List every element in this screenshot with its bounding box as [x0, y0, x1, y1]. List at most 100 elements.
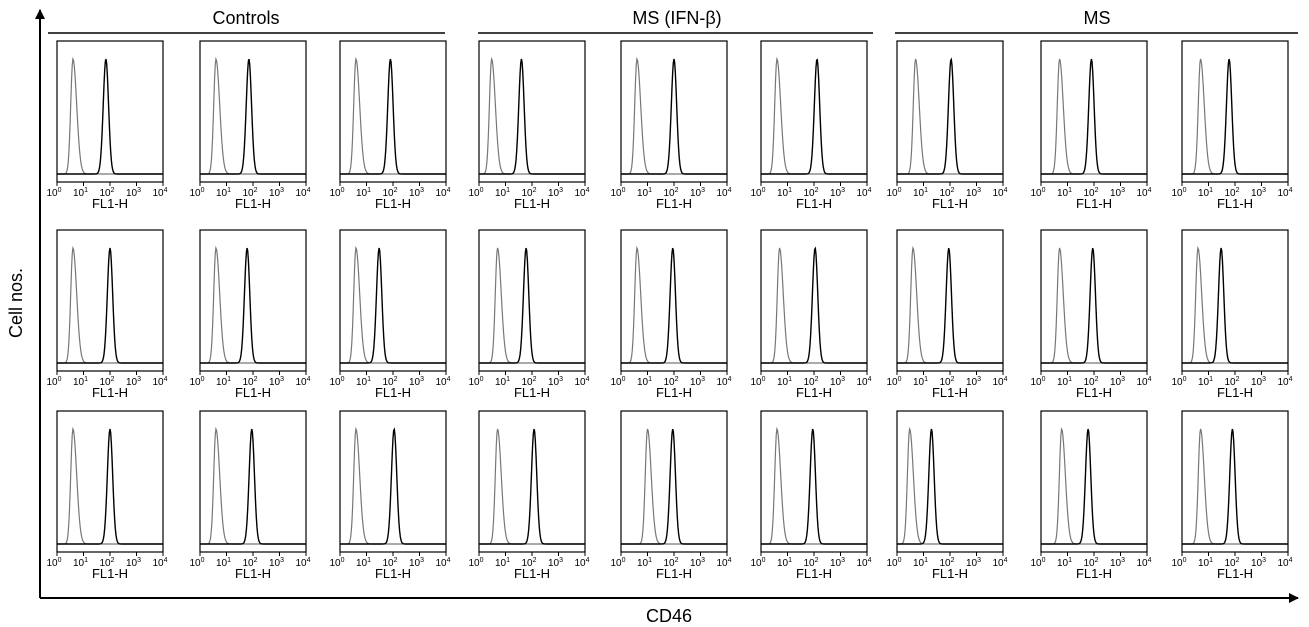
- cd46-histogram: [479, 58, 585, 175]
- x-tick-exponent: 2: [394, 187, 398, 194]
- x-tick-exponent: 0: [1042, 376, 1046, 383]
- x-tick-exponent: 1: [1068, 376, 1072, 383]
- cd46-histogram: [340, 58, 446, 175]
- x-tick-exponent: 0: [762, 557, 766, 564]
- group-label-ms-ifn: MS (IFN-β): [632, 8, 721, 28]
- panel-xlabel: FL1-H: [932, 566, 968, 581]
- x-tick-label: 100: [189, 187, 204, 199]
- x-tick-label: 101: [1057, 376, 1072, 388]
- x-tick-exponent: 2: [1236, 376, 1240, 383]
- x-tick-exponent: 1: [227, 187, 231, 194]
- x-tick-label: 103: [966, 376, 981, 388]
- x-tick-label: 104: [1136, 376, 1151, 388]
- histogram-panel: 100 101 1 0 2 103 104 FL1-H: [1030, 229, 1152, 400]
- x-tick-exponent: 4: [1148, 187, 1152, 194]
- x-tick-exponent: 0: [201, 376, 205, 383]
- panel-xlabel: FL1-H: [235, 566, 271, 581]
- cd46-histogram: [897, 247, 1003, 364]
- panel-xlabel: FL1-H: [796, 196, 832, 211]
- histogram-panel: 100 101 1 0 2 103 104 FL1-H: [1171, 229, 1293, 400]
- x-tick-label: 100: [750, 187, 765, 199]
- x-tick-label: 104: [152, 376, 167, 388]
- x-tick-label: 100: [610, 376, 625, 388]
- panel-xlabel: FL1-H: [92, 196, 128, 211]
- x-tick-label: 103: [126, 187, 141, 199]
- x-tick-exponent: 1: [1068, 187, 1072, 194]
- isotype-histogram: [57, 56, 163, 175]
- cd46-histogram: [479, 247, 585, 364]
- x-tick-exponent: 3: [137, 557, 141, 564]
- x-tick-label: 101: [1198, 557, 1213, 569]
- x-tick-exponent: 3: [841, 376, 845, 383]
- x-tick-label: 100: [610, 187, 625, 199]
- x-tick-exponent: 2: [533, 187, 537, 194]
- histogram-panel: 100 101 1 0 2 103 104 FL1-H: [1030, 410, 1152, 581]
- x-tick-label: 103: [830, 376, 845, 388]
- x-tick-label: 103: [126, 376, 141, 388]
- histogram-panel: 100 101 1 0 2 103 104 FL1-H: [46, 410, 168, 581]
- x-tick-exponent: 4: [868, 187, 872, 194]
- cd46-histogram: [761, 246, 867, 364]
- x-tick-label: 104: [1277, 376, 1292, 388]
- x-tick-exponent: 0: [898, 557, 902, 564]
- cd46-histogram: [57, 428, 163, 545]
- x-tick-label: 103: [690, 187, 705, 199]
- cd46-histogram: [57, 58, 163, 175]
- x-tick-exponent: 1: [84, 376, 88, 383]
- x-tick-label: 101: [216, 376, 231, 388]
- x-tick-label: 104: [295, 376, 310, 388]
- x-tick-exponent: 3: [137, 187, 141, 194]
- histogram-panel: 100 101 1 0 2 103 104 FL1-H: [189, 410, 311, 581]
- x-tick-exponent: 2: [951, 557, 955, 564]
- x-tick-exponent: 2: [815, 557, 819, 564]
- x-tick-exponent: 4: [447, 376, 451, 383]
- x-tick-label: 101: [1198, 376, 1213, 388]
- x-tick-exponent: 2: [951, 187, 955, 194]
- x-tick-exponent: 1: [84, 187, 88, 194]
- x-tick-exponent: 1: [648, 557, 652, 564]
- x-tick-exponent: 2: [254, 376, 258, 383]
- x-tick-exponent: 3: [1121, 187, 1125, 194]
- histogram-panel: 100 101 1 0 2 103 104 FL1-H: [610, 410, 732, 581]
- x-tick-exponent: 1: [788, 187, 792, 194]
- x-tick-label: 103: [690, 557, 705, 569]
- panel-xlabel: FL1-H: [1217, 566, 1253, 581]
- x-tick-exponent: 0: [341, 187, 345, 194]
- x-tick-exponent: 1: [367, 376, 371, 383]
- panel-xlabel: FL1-H: [796, 566, 832, 581]
- x-tick-exponent: 3: [420, 376, 424, 383]
- cd46-histogram: [340, 247, 446, 364]
- x-tick-label: 104: [1277, 187, 1292, 199]
- x-tick-exponent: 0: [58, 376, 62, 383]
- x-tick-label: 100: [1171, 557, 1186, 569]
- histogram-panel: 100 101 1 0 2 103 104 FL1-H: [189, 229, 311, 400]
- cd46-histogram: [57, 247, 163, 364]
- group-headers: Controls MS (IFN-β) MS: [48, 8, 1298, 34]
- x-tick-label: 104: [1136, 557, 1151, 569]
- x-tick-label: 100: [886, 187, 901, 199]
- x-tick-exponent: 3: [1262, 187, 1266, 194]
- x-tick-label: 103: [830, 557, 845, 569]
- x-tick-label: 101: [777, 376, 792, 388]
- x-tick-exponent: 0: [58, 557, 62, 564]
- x-tick-exponent: 3: [1121, 557, 1125, 564]
- panel-xlabel: FL1-H: [1076, 385, 1112, 400]
- x-tick-exponent: 4: [1004, 376, 1008, 383]
- histogram-panel: 100 101 1 0 2 103 104 FL1-H: [886, 40, 1008, 211]
- x-tick-exponent: 0: [480, 187, 484, 194]
- x-tick-label: 104: [574, 557, 589, 569]
- panel-xlabel: FL1-H: [92, 566, 128, 581]
- x-tick-exponent: 4: [307, 187, 311, 194]
- x-tick-exponent: 2: [815, 376, 819, 383]
- x-tick-label: 100: [886, 557, 901, 569]
- x-tick-exponent: 0: [898, 187, 902, 194]
- x-tick-label: 101: [495, 376, 510, 388]
- x-tick-label: 101: [777, 187, 792, 199]
- x-tick-label: 104: [716, 557, 731, 569]
- x-tick-exponent: 0: [622, 187, 626, 194]
- x-tick-exponent: 1: [1068, 557, 1072, 564]
- panel-xlabel: FL1-H: [375, 566, 411, 581]
- histogram-panel: 100 101 1 0 2 103 104 FL1-H: [750, 40, 872, 211]
- cd46-histogram: [1041, 428, 1147, 545]
